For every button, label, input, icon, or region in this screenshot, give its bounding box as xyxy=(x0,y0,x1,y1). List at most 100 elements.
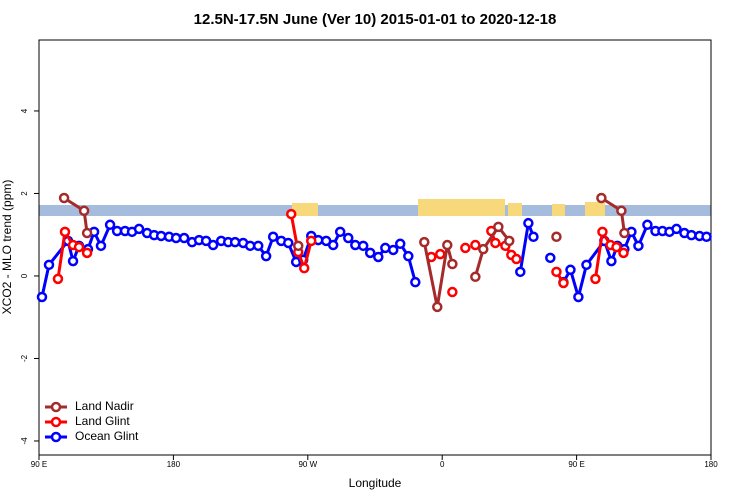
point xyxy=(470,271,481,283)
point xyxy=(403,250,414,262)
point xyxy=(633,240,644,252)
legend-marker xyxy=(50,431,62,443)
land-band xyxy=(585,202,605,216)
point xyxy=(565,264,576,276)
point xyxy=(528,231,539,243)
point xyxy=(343,232,354,244)
x-axis-label: Longitude xyxy=(349,476,402,490)
x-tick-label: 180 xyxy=(704,460,718,469)
point xyxy=(523,217,534,229)
point xyxy=(573,291,584,303)
legend-label: Land Nadir xyxy=(75,399,134,413)
point xyxy=(460,242,471,254)
point xyxy=(67,255,79,267)
point xyxy=(551,266,562,278)
point xyxy=(478,243,489,255)
series-line xyxy=(56,213,625,284)
point xyxy=(36,291,48,303)
point xyxy=(170,232,182,244)
land-mask xyxy=(39,199,711,216)
point xyxy=(590,273,601,285)
point xyxy=(581,259,592,271)
land-band xyxy=(552,204,565,216)
point xyxy=(252,240,264,252)
point xyxy=(229,236,241,248)
point xyxy=(551,231,562,243)
point xyxy=(95,240,107,252)
point xyxy=(515,266,526,278)
point xyxy=(133,223,145,235)
point xyxy=(298,262,310,274)
point xyxy=(327,239,339,251)
point xyxy=(545,252,556,264)
legend-marker xyxy=(50,401,62,413)
point xyxy=(104,219,116,231)
point xyxy=(618,247,629,259)
point xyxy=(387,244,399,256)
point xyxy=(81,227,93,239)
point xyxy=(435,248,446,260)
point xyxy=(419,236,430,248)
x-tick-label: 180 xyxy=(167,460,181,469)
point xyxy=(43,259,55,271)
y-tick-label: -2 xyxy=(20,354,29,362)
point xyxy=(619,227,630,239)
point xyxy=(52,273,64,285)
point xyxy=(596,192,607,204)
point xyxy=(447,258,458,270)
chart-title: 12.5N-17.5N June (Ver 10) 2015-01-01 to … xyxy=(194,11,557,28)
plot-frame xyxy=(38,39,712,456)
point xyxy=(373,251,384,263)
point xyxy=(364,247,376,259)
point xyxy=(282,237,294,249)
x-tick-label: 90 E xyxy=(568,460,584,469)
point xyxy=(686,229,697,241)
point xyxy=(292,240,304,252)
point xyxy=(511,253,522,265)
x-tick-label: 0 xyxy=(440,460,445,469)
point xyxy=(178,232,190,244)
point xyxy=(606,255,617,267)
point xyxy=(597,226,608,238)
point xyxy=(616,205,627,217)
point xyxy=(442,239,453,251)
y-axis-label: XCO2 - MLO trend (ppm) xyxy=(0,180,14,315)
point xyxy=(244,240,256,252)
point xyxy=(305,235,317,247)
point xyxy=(394,238,406,250)
point xyxy=(470,239,481,251)
point xyxy=(357,240,369,252)
point xyxy=(558,277,569,289)
y-tick-label: -4 xyxy=(20,437,29,445)
land-band xyxy=(292,203,318,216)
point xyxy=(671,223,682,235)
point xyxy=(58,192,70,204)
point xyxy=(207,239,219,251)
point xyxy=(490,237,501,249)
ocean-band xyxy=(39,205,711,216)
point xyxy=(59,226,71,238)
point xyxy=(267,231,279,243)
point xyxy=(285,208,297,220)
y-tick-label: 2 xyxy=(20,191,29,196)
x-tick-label: 90 W xyxy=(298,460,317,469)
x-tick-label: 90 E xyxy=(31,460,47,469)
legend-label: Ocean Glint xyxy=(75,429,139,443)
point xyxy=(334,226,346,238)
point xyxy=(432,301,443,313)
point xyxy=(611,241,622,253)
point xyxy=(642,219,653,231)
point xyxy=(78,205,90,217)
y-tick-label: 4 xyxy=(20,108,29,113)
point xyxy=(410,276,421,288)
point xyxy=(73,241,85,253)
point xyxy=(701,231,712,243)
point xyxy=(493,221,504,233)
y-tick-label: 0 xyxy=(20,273,29,278)
point xyxy=(81,247,93,259)
point xyxy=(504,235,515,247)
land-band xyxy=(508,203,522,216)
point xyxy=(260,250,272,262)
legend-marker xyxy=(50,416,62,428)
